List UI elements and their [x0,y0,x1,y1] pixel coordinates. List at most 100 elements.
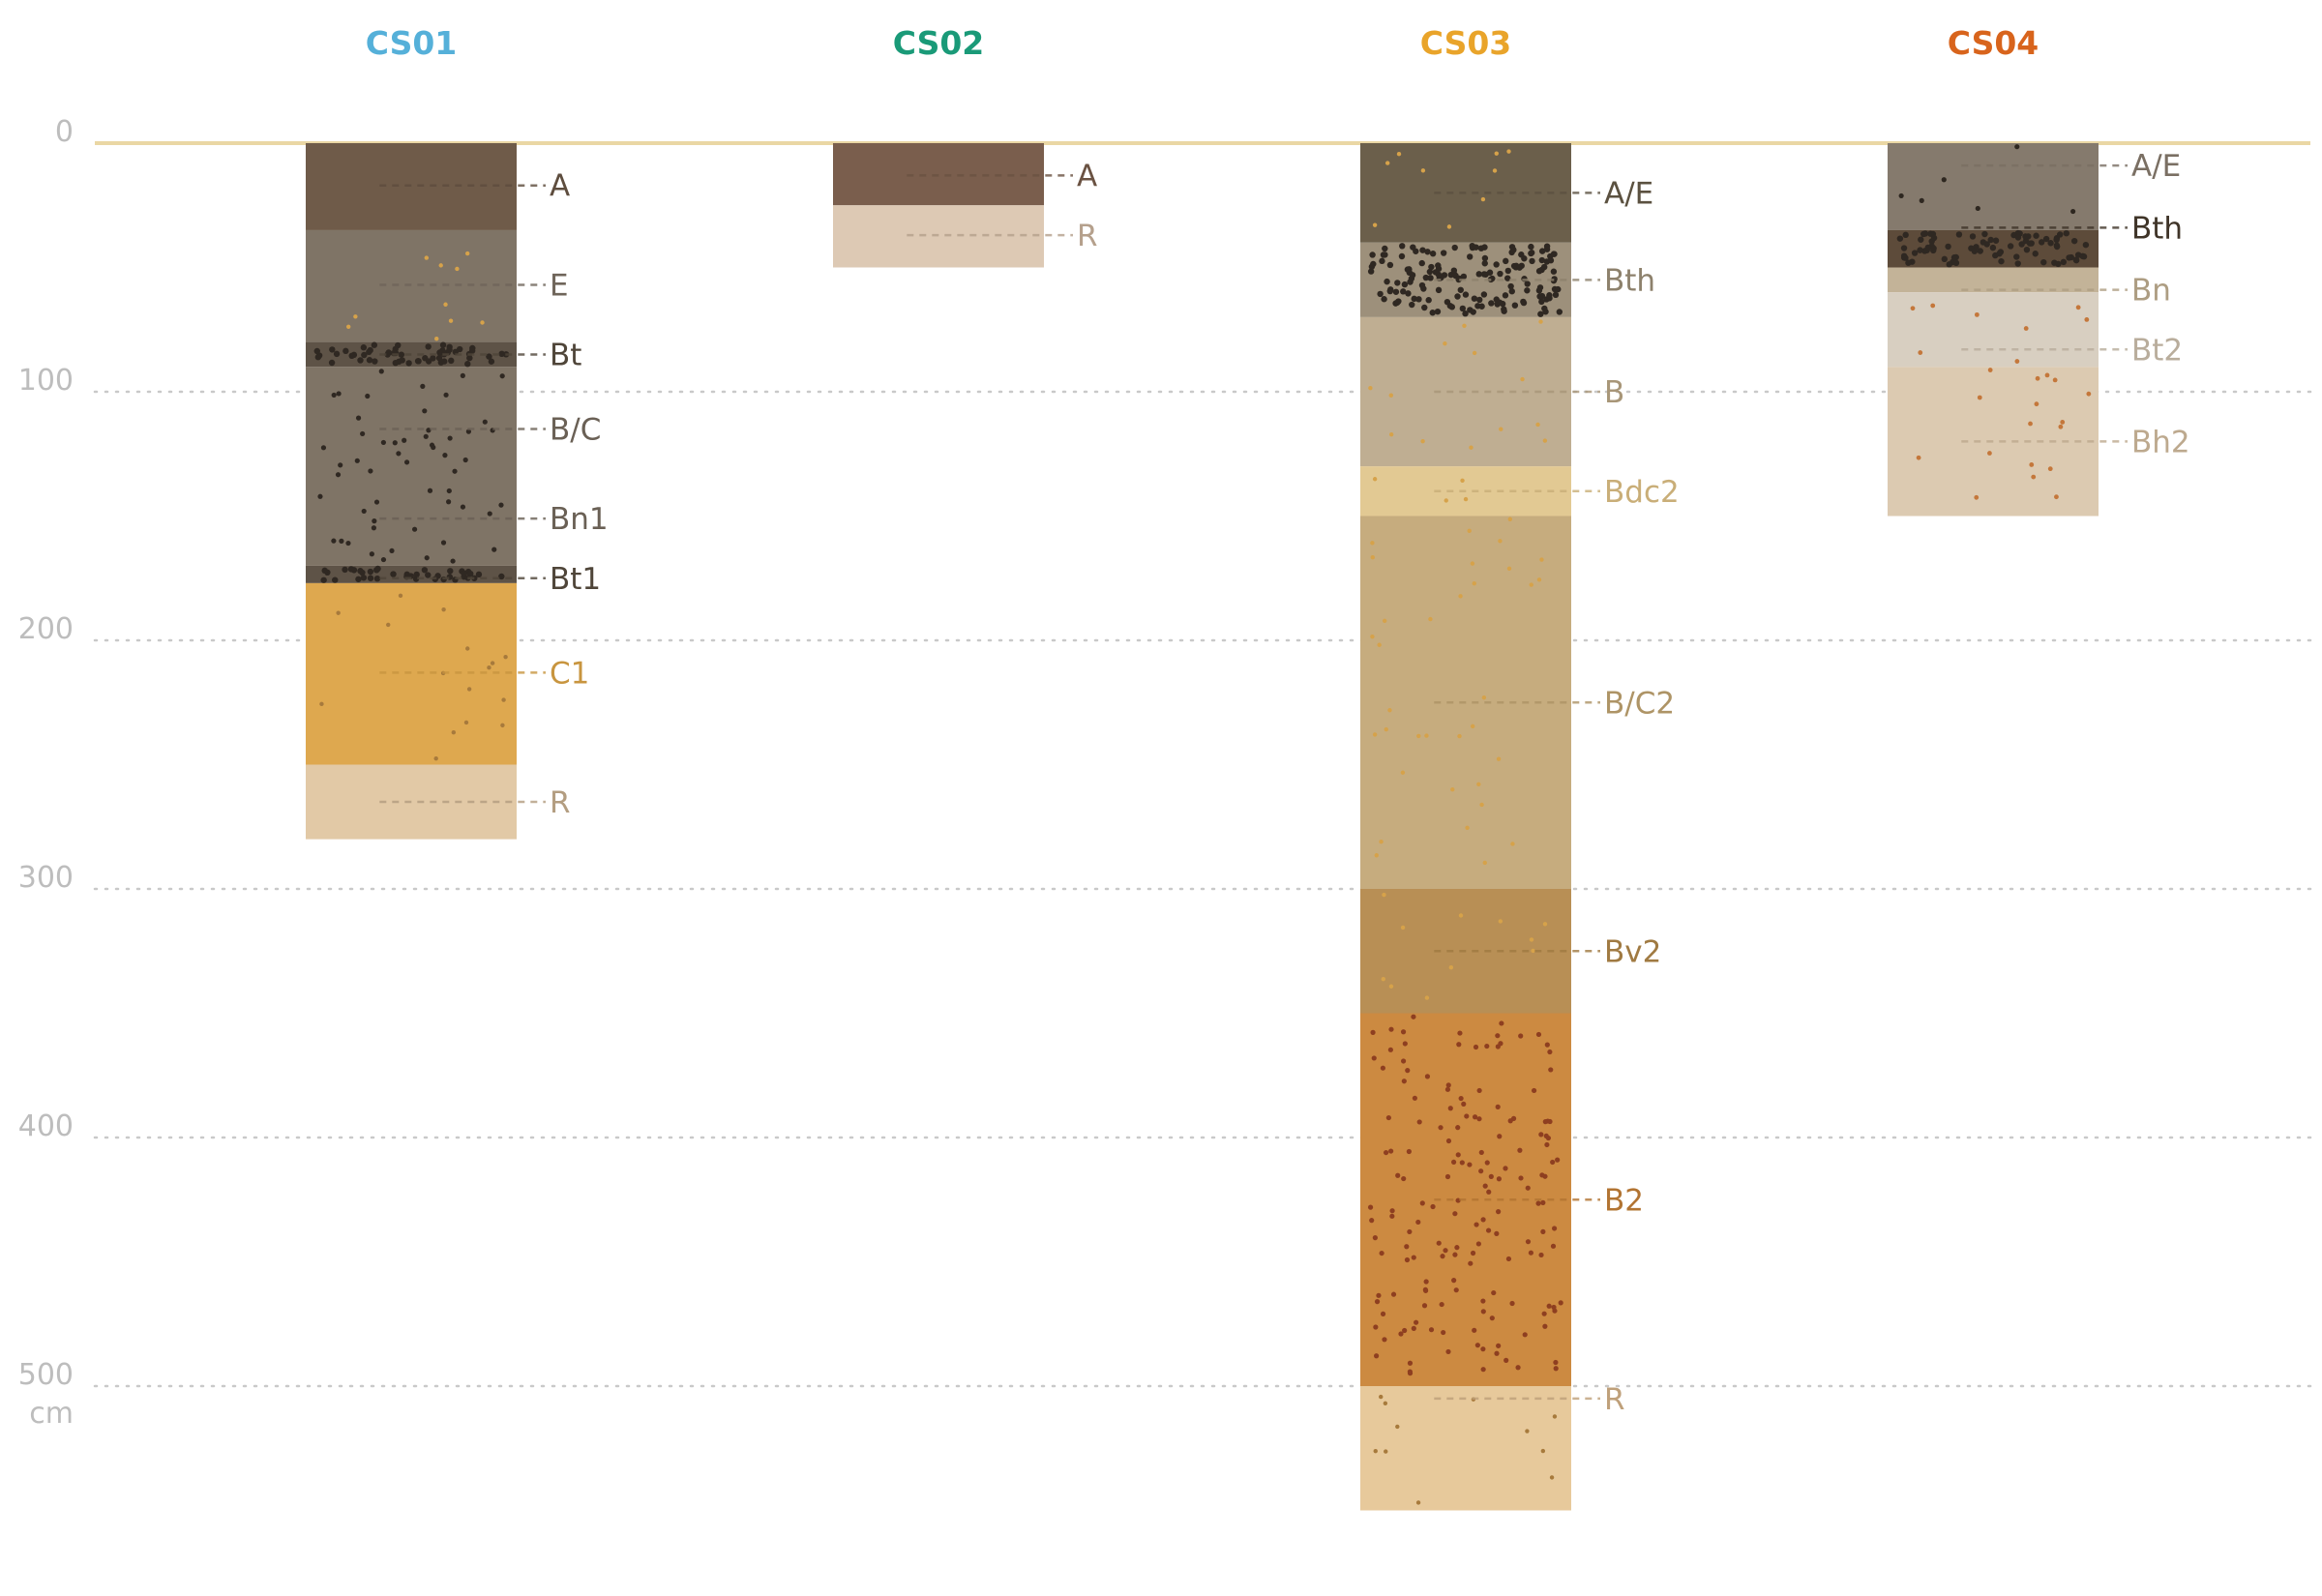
texture-dot [1955,231,1963,238]
texture-dot [1493,261,1500,268]
texture-dot [1542,1323,1548,1329]
texture-dot [423,433,429,439]
texture-dot [1535,268,1543,275]
texture-dot [1480,1346,1486,1352]
texture-dot [1421,1303,1428,1309]
texture-dot [1447,1106,1453,1111]
texture-dot [1412,1095,1417,1101]
texture-dot [2063,229,2069,237]
texture-dot [1381,296,1387,303]
texture-dot [460,372,465,378]
profile-cs03: CS03 A/E Bth B Bdc2 B/C2 Bv2 B2 R [1360,24,1680,1511]
texture-dot [1919,197,1924,203]
texture-dot [1518,1033,1524,1039]
texture-dot [1435,271,1443,279]
texture-dot [1466,253,1474,260]
texture-dot [355,576,362,582]
texture-dot [1548,1067,1554,1073]
texture-dot [1455,1125,1461,1131]
texture-dot [1410,244,1416,251]
texture-dot [2044,372,2050,378]
texture-dot [1538,319,1543,324]
texture-dot [1515,1365,1521,1371]
texture-dot [1504,275,1511,281]
texture-dot [2033,232,2039,239]
texture-dot [1453,1287,1459,1293]
texture-dot [2053,243,2061,251]
texture-dot [378,369,384,374]
texture-dot [1472,1327,1477,1333]
texture-dot [1941,255,1948,263]
texture-dot [490,661,495,665]
texture-dot [1425,297,1432,304]
texture-dot [1389,1213,1395,1219]
texture-dot [1930,234,1938,242]
texture-dot [2013,253,2020,260]
texture-dot [2080,253,2088,260]
texture-dot [1383,1149,1389,1156]
texture-dot [1545,1135,1552,1141]
texture-dot [1529,257,1535,265]
texture-dot [1541,1311,1547,1316]
texture-dot [1402,1041,1408,1047]
texture-dot [1510,842,1515,846]
texture-dot [1373,1448,1378,1454]
texture-dot [360,430,366,437]
texture-dot [464,361,471,368]
texture-dot [1400,770,1406,775]
texture-dot [1450,267,1458,274]
texture-dot [1400,1029,1407,1035]
texture-dot [320,576,327,583]
texture-dot [1476,1116,1482,1122]
texture-dot [1429,251,1437,257]
texture-dot [2022,233,2029,240]
texture-dot [1916,455,1921,460]
texture-dot [1400,288,1407,295]
texture-dot [361,351,368,359]
texture-dot [1468,1260,1474,1266]
texture-dot [1989,244,1997,251]
texture-dot [1975,205,1980,212]
texture-dot [1917,247,1923,253]
texture-dot [1373,1324,1379,1330]
texture-dot [1497,270,1503,278]
texture-dot [2075,305,2081,310]
texture-dot [463,720,469,725]
texture-dot [434,336,439,341]
texture-dot [399,357,405,364]
texture-dot [1416,1119,1422,1125]
texture-dot [367,575,374,581]
texture-dot [1441,1329,1446,1336]
texture-dot [1472,1114,1478,1120]
texture-dot [1457,286,1464,293]
texture-dot [2072,256,2080,263]
texture-dot [1481,260,1488,267]
texture-dot [1482,860,1487,866]
texture-dot [1450,1159,1457,1166]
texture-dot [314,354,322,361]
texture-dot [1910,306,1916,311]
texture-dot [2029,462,2035,467]
texture-dot [342,347,349,355]
texture-dot [1555,285,1562,293]
horizon-label: A [550,169,570,204]
texture-dot [1480,1309,1486,1315]
texture-dot [1407,279,1414,285]
texture-dot [1969,233,1977,240]
texture-dot [1496,1209,1502,1215]
texture-dot [1480,1367,1486,1373]
texture-dot [1540,1448,1546,1454]
texture-dot [1379,257,1385,265]
texture-dot [443,392,449,398]
texture-dot [1488,1173,1494,1179]
texture-dot [338,462,343,468]
texture-dot [1444,498,1448,503]
texture-dot [1505,1256,1512,1262]
texture-dot [1480,291,1488,298]
texture-dot [2023,326,2029,331]
horizon-a [306,143,517,230]
horizon-label: Bh2 [2131,425,2190,459]
texture-dot [1381,976,1385,982]
texture-dot [1454,1245,1460,1251]
horizon-label: R [550,785,571,820]
